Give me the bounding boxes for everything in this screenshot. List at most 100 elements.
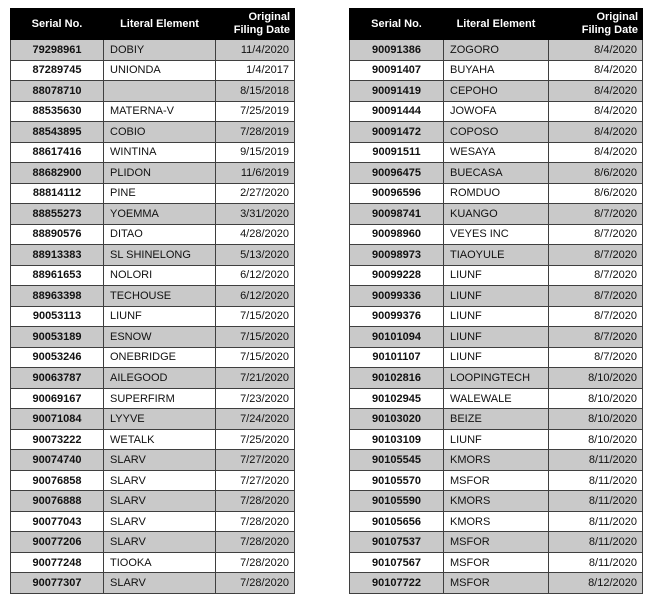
header-date-line-2: Filing Date [581,24,638,36]
date-cell: 8/10/2020 [548,367,643,389]
date-cell: 8/12/2020 [548,572,643,594]
literal-cell: LIUNF [443,285,549,307]
table-row: 88855273 YOEMMA 3/31/2020 [10,203,295,225]
literal-cell: BEIZE [443,408,549,430]
literal-cell: PLIDON [103,162,216,184]
date-cell: 8/7/2020 [548,244,643,266]
literal-cell: JOWOFA [443,100,549,123]
serial-cell: 88961653 [10,264,104,287]
serial-cell: 90074740 [10,449,104,471]
serial-cell: 90091511 [349,141,444,164]
date-cell: 8/7/2020 [548,326,643,348]
literal-cell: CEPOHO [443,80,549,102]
literal-cell: SL SHINELONG [103,244,216,266]
literal-cell: TECHOUSE [103,285,216,307]
col-header-serial-no: Serial No. [349,8,444,40]
serial-cell: 88617416 [10,141,104,164]
serial-cell: 90076858 [10,469,104,492]
serial-cell: 90077248 [10,551,104,574]
serial-cell: 90071084 [10,408,104,430]
date-cell: 7/25/2019 [215,100,295,123]
literal-cell: NOLORI [103,264,216,287]
date-cell: 8/11/2020 [548,490,643,512]
table-row: 90098741 KUANGO 8/7/2020 [349,203,643,225]
literal-cell: SLARV [103,510,216,533]
literal-cell: COPOSO [443,121,549,143]
table-row: 90077248 TIOOKA 7/28/2020 [10,551,295,574]
literal-cell: VEYES INC [443,223,549,246]
date-cell: 8/7/2020 [548,346,643,369]
table-row: 90053113 LIUNF 7/15/2020 [10,305,295,328]
date-cell: 8/7/2020 [548,305,643,328]
table-row: 90091472 COPOSO 8/4/2020 [349,121,643,143]
serial-cell: 88814112 [10,182,104,205]
serial-cell: 90099376 [349,305,444,328]
serial-cell: 90053246 [10,346,104,369]
literal-cell: TIOOKA [103,551,216,574]
literal-cell: LOOPINGTECH [443,367,549,389]
date-cell: 8/6/2020 [548,162,643,184]
literal-cell: ONEBRIDGE [103,346,216,369]
date-cell: 9/15/2019 [215,141,295,164]
trademark-table-right: Serial No. Literal Element Original Filin… [349,8,643,594]
serial-cell: 90099228 [349,264,444,287]
literal-cell: BUYAHA [443,59,549,82]
date-cell: 8/4/2020 [548,39,643,61]
literal-cell: YOEMMA [103,203,216,225]
date-cell: 4/28/2020 [215,223,295,246]
literal-cell: LIUNF [443,346,549,369]
date-cell: 8/11/2020 [548,449,643,471]
table-row: 90091444 JOWOFA 8/4/2020 [349,100,643,123]
date-cell: 8/7/2020 [548,223,643,246]
literal-cell: SLARV [103,572,216,594]
serial-cell: 90091472 [349,121,444,143]
serial-cell: 90076888 [10,490,104,512]
serial-cell: 87289745 [10,59,104,82]
date-cell: 3/31/2020 [215,203,295,225]
table-row: 88617416 WINTINA 9/15/2019 [10,141,295,164]
col-header-serial-no: Serial No. [10,8,104,40]
table-row: 90073222 WETALK 7/25/2020 [10,428,295,451]
table-row: 90107537 MSFOR 8/11/2020 [349,531,643,553]
table-row: 90076888 SLARV 7/28/2020 [10,490,295,512]
serial-cell: 90105545 [349,449,444,471]
table-row: 88963398 TECHOUSE 6/12/2020 [10,285,295,307]
literal-cell: DOBIY [103,39,216,61]
literal-cell: WALEWALE [443,387,549,410]
serial-cell: 90077043 [10,510,104,533]
date-cell: 7/23/2020 [215,387,295,410]
serial-cell: 88855273 [10,203,104,225]
serial-cell: 90098960 [349,223,444,246]
table-row: 87289745 UNIONDA 1/4/2017 [10,59,295,82]
header-row: Serial No. Literal Element Original Filin… [349,8,643,40]
literal-cell: KUANGO [443,203,549,225]
literal-cell: SLARV [103,469,216,492]
table-row: 90091386 ZOGORO 8/4/2020 [349,39,643,61]
literal-cell: LYYVE [103,408,216,430]
table-row: 90077043 SLARV 7/28/2020 [10,510,295,533]
literal-cell [103,80,216,102]
literal-cell: DITAO [103,223,216,246]
serial-cell: 90103020 [349,408,444,430]
table-row: 90096596 ROMDUO 8/6/2020 [349,182,643,205]
header-row: Serial No. Literal Element Original Filin… [10,8,295,40]
date-cell: 8/4/2020 [548,100,643,123]
serial-cell: 90105656 [349,510,444,533]
literal-cell: COBIO [103,121,216,143]
date-cell: 2/27/2020 [215,182,295,205]
date-cell: 11/6/2019 [215,162,295,184]
table-row: 90053189 ESNOW 7/15/2020 [10,326,295,348]
serial-cell: 90103109 [349,428,444,451]
date-cell: 8/15/2018 [215,80,295,102]
literal-cell: SUPERFIRM [103,387,216,410]
literal-cell: MSFOR [443,551,549,574]
literal-cell: ESNOW [103,326,216,348]
table-row: 90101094 LIUNF 8/7/2020 [349,326,643,348]
table-row: 90069167 SUPERFIRM 7/23/2020 [10,387,295,410]
table-row: 90096475 BUECASA 8/6/2020 [349,162,643,184]
serial-cell: 90077307 [10,572,104,594]
literal-cell: MSFOR [443,469,549,492]
literal-cell: PINE [103,182,216,205]
table-row: 88961653 NOLORI 6/12/2020 [10,264,295,287]
